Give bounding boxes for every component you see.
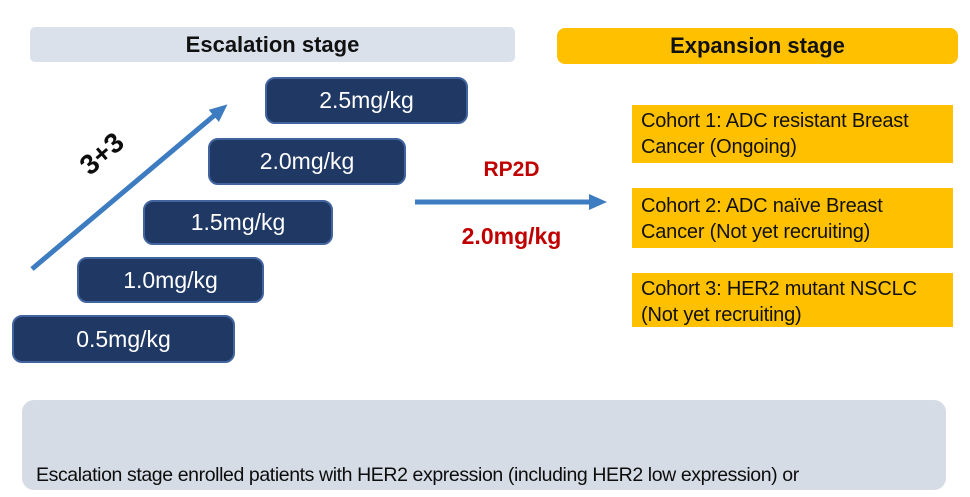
dose-box-2-5mgkg: 2.5mg/kg [265,77,468,124]
dose-label: 0.5mg/kg [76,325,171,352]
dose-label: 1.5mg/kg [190,209,286,235]
expansion-stage-header: Expansion stage [557,28,958,64]
expansion-stage-title: Expansion stage [670,33,845,58]
cohort-3-box: Cohort 3: HER2 mutant NSCLC (Not yet rec… [632,273,953,327]
cohort-1-line-1: Cohort 1: ADC resistant Breast [641,110,909,132]
cohort-2-line-1: Cohort 2: ADC naïve Breast [641,195,883,217]
footnote-line-1: Escalation stage enrolled patients with … [36,464,799,486]
footnote-box: Escalation stage enrolled patients with … [22,400,946,490]
cohort-2-line-2: Cancer (Not yet recruiting) [641,221,871,243]
dose-box-0-5mgkg: 0.5mg/kg [12,315,235,363]
escalation-stage-header: Escalation stage [30,27,515,62]
dose-label: 2.0mg/kg [259,148,355,174]
cohort-2-box: Cohort 2: ADC naïve Breast Cancer (Not y… [632,188,953,248]
escalation-stage-title: Escalation stage [185,31,360,57]
cohort-3-line-1: Cohort 3: HER2 mutant NSCLC [641,278,917,300]
dose-box-1-5mgkg: 1.5mg/kg [143,200,333,245]
cohort-1-line-2: Cancer (Ongoing) [641,136,797,158]
cohort-3-line-2: (Not yet recruiting) [641,304,802,326]
rp2d-label: RP2D [483,158,540,181]
dose-label: 2.5mg/kg [319,87,414,113]
dose-box-2-0mgkg: 2.0mg/kg [208,138,406,185]
three-plus-three-label: 3+3 [73,126,130,181]
cohort-1-box: Cohort 1: ADC resistant Breast Cancer (O… [632,105,953,163]
dose-box-1-0mgkg: 1.0mg/kg [77,257,264,303]
dose-label: 1.0mg/kg [123,266,218,293]
rp2d-dose-label: 2.0mg/kg [461,223,562,249]
